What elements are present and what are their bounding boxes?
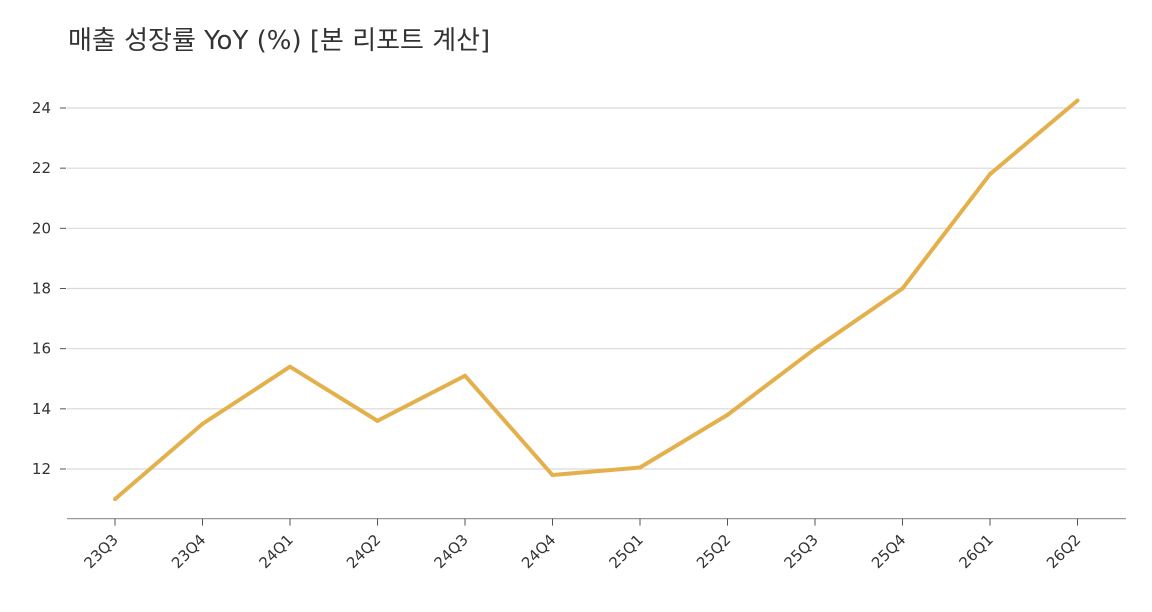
x-axis: 23Q3 23Q4 24Q1 24Q2 24Q3 24Q4 25Q1 25Q2 25Q3 25Q4… xyxy=(81,518,1084,572)
x-tick-label: 24Q1 xyxy=(256,531,297,572)
data-point-24Q2 xyxy=(375,418,380,423)
x-tick-label: 25Q2 xyxy=(693,531,734,572)
x-tick-label: 23Q3 xyxy=(81,531,122,572)
x-tick-label: 26Q2 xyxy=(1043,531,1084,572)
y-tick-label: 24 xyxy=(32,99,51,117)
y-axis: 12 14 16 18 20 22 24 xyxy=(32,99,66,478)
data-point-23Q3 xyxy=(113,497,117,502)
x-tick-label: 26Q1 xyxy=(956,531,997,572)
y-tick-label: 14 xyxy=(32,400,51,418)
data-point-25Q2 xyxy=(725,412,730,417)
x-tick-label: 25Q1 xyxy=(606,531,647,572)
series-line-0 xyxy=(113,98,1079,501)
x-tick-label: 23Q4 xyxy=(168,531,209,572)
y-tick-label: 16 xyxy=(32,340,51,358)
chart-title: 매출 성장률 YoY (%) [본 리포트 계산] xyxy=(68,26,491,56)
x-tick-label: 24Q2 xyxy=(343,531,384,572)
data-point-26Q1 xyxy=(988,172,992,177)
x-tick-label: 24Q4 xyxy=(518,531,559,572)
x-tick-label: 25Q3 xyxy=(781,531,822,572)
y-tick-label: 20 xyxy=(32,219,51,237)
y-tick-label: 22 xyxy=(32,159,51,177)
data-point-24Q1 xyxy=(288,364,292,369)
x-tick-label: 24Q3 xyxy=(431,531,472,572)
data-point-23Q4 xyxy=(200,421,205,426)
data-point-25Q4 xyxy=(900,286,905,291)
y-tick-label: 12 xyxy=(32,460,51,478)
data-point-26Q2 xyxy=(1075,98,1080,103)
gridlines xyxy=(67,107,1126,470)
data-point-24Q4 xyxy=(550,473,555,478)
data-point-25Q3 xyxy=(813,346,817,351)
x-tick-label: 25Q4 xyxy=(868,531,909,572)
series-layer xyxy=(113,98,1080,502)
data-point-25Q1 xyxy=(638,465,642,470)
data-point-24Q3 xyxy=(463,373,467,378)
y-tick-label: 18 xyxy=(32,280,51,298)
